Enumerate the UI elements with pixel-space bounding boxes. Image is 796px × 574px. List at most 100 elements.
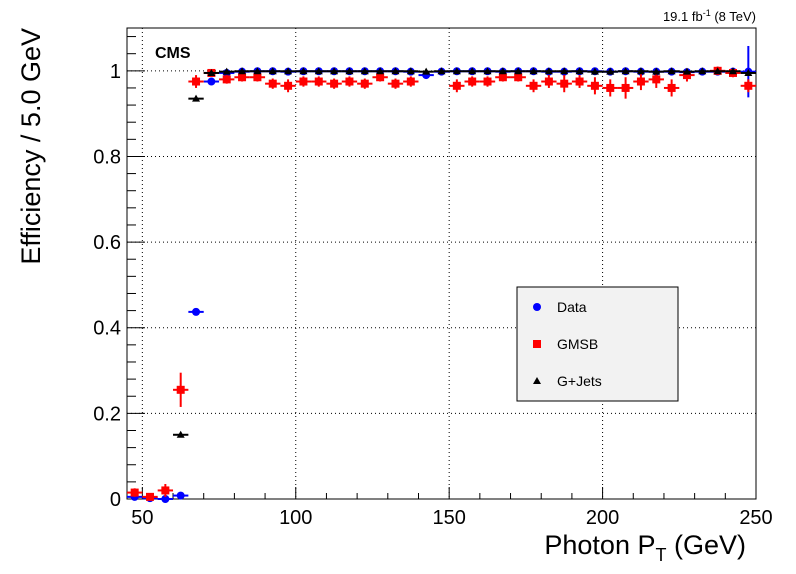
- data-point: [360, 79, 369, 88]
- data-marks: [127, 45, 756, 503]
- data-point: [284, 81, 293, 90]
- data-point: [360, 67, 369, 75]
- legend-box: [516, 286, 679, 402]
- data-point: [667, 67, 676, 75]
- data-point: [544, 67, 553, 75]
- data-point: [667, 83, 676, 92]
- legend-entry: GMSB: [533, 336, 598, 352]
- data-point: [636, 77, 645, 86]
- data-point: [529, 67, 538, 75]
- luminosity-value: 19.1 fb: [663, 9, 703, 24]
- data-point: [744, 68, 753, 76]
- data-point: [253, 67, 262, 75]
- data-point: [376, 67, 385, 75]
- data-point: [452, 81, 461, 90]
- legend-marker: [533, 377, 541, 384]
- series-data: [127, 45, 756, 503]
- data-point: [207, 77, 216, 86]
- x-axis-title-main: Photon P: [544, 530, 655, 560]
- data-point: [682, 67, 691, 75]
- data-point: [652, 67, 661, 75]
- data-point: [437, 67, 446, 75]
- data-point: [268, 67, 277, 75]
- x-axis-title: Photon PT (GeV): [544, 530, 746, 565]
- data-point: [207, 68, 216, 76]
- data-point: [606, 83, 615, 92]
- data-point: [744, 81, 753, 90]
- data-point: [621, 83, 630, 92]
- data-point: [406, 67, 415, 75]
- data-point: [161, 486, 170, 495]
- grid-lines: [127, 28, 756, 499]
- data-point: [330, 67, 339, 75]
- data-point: [498, 67, 507, 75]
- data-point: [222, 75, 231, 84]
- data-point: [575, 67, 584, 75]
- data-point: [299, 67, 308, 75]
- data-point: [529, 81, 538, 90]
- data-point: [299, 77, 308, 86]
- y-tick-label: 1: [110, 61, 121, 83]
- data-point: [330, 79, 339, 88]
- data-point: [544, 77, 553, 86]
- data-point: [483, 77, 492, 86]
- data-point: [514, 67, 523, 75]
- data-point: [253, 73, 262, 82]
- axis-ticks: [127, 36, 757, 500]
- x-tick-label: 50: [131, 507, 153, 529]
- experiment-label: CMS: [155, 45, 191, 62]
- data-point: [238, 67, 247, 75]
- data-point: [575, 77, 584, 86]
- x-tick-label: 150: [432, 507, 465, 529]
- legend-marker: [533, 303, 541, 311]
- y-tick-label: 0.8: [93, 146, 121, 168]
- data-point: [452, 67, 461, 75]
- data-point: [238, 73, 247, 82]
- data-point: [468, 77, 477, 86]
- data-point: [560, 79, 569, 88]
- data-point: [636, 67, 645, 75]
- data-point: [560, 67, 569, 75]
- legend-label: Data: [557, 299, 587, 315]
- y-tick-label: 0: [110, 489, 121, 511]
- data-point: [284, 67, 293, 75]
- tick-labels: 50 100 150 200 250 0 0.2 0.4 0.6 0.8 1: [93, 61, 773, 529]
- data-point: [391, 67, 400, 75]
- legend-marker: [533, 340, 541, 348]
- legend-entry: Data: [533, 299, 587, 315]
- data-point: [146, 492, 155, 501]
- series-g-jets: [173, 67, 756, 438]
- luminosity-exponent: -1: [703, 8, 711, 18]
- y-tick-label: 0.2: [93, 403, 121, 425]
- data-point: [406, 77, 415, 86]
- data-point: [130, 488, 139, 497]
- y-tick-label: 0.4: [93, 318, 121, 340]
- data-point: [713, 67, 722, 75]
- data-point: [176, 491, 185, 500]
- data-point: [222, 67, 231, 75]
- data-point: [176, 385, 185, 394]
- legend: Data GMSB G+Jets: [516, 286, 679, 402]
- data-point: [590, 67, 599, 75]
- data-point: [483, 67, 492, 75]
- data-point: [422, 67, 431, 75]
- data-point: [268, 79, 277, 88]
- x-axis-title-unit: (GeV): [666, 530, 746, 560]
- y-axis-title: Efficiency / 5.0 GeV: [16, 28, 46, 265]
- data-point: [376, 73, 385, 82]
- energy-label: (8 TeV): [711, 9, 756, 24]
- data-point: [728, 67, 737, 75]
- data-point: [514, 73, 523, 82]
- data-point: [498, 73, 507, 82]
- x-tick-label: 200: [586, 507, 619, 529]
- data-point: [161, 495, 170, 503]
- data-point: [652, 75, 661, 84]
- data-point: [606, 67, 615, 75]
- legend-label: GMSB: [557, 336, 598, 352]
- series-gmsb: [127, 66, 756, 501]
- data-point: [176, 430, 185, 438]
- data-point: [314, 77, 323, 86]
- data-point: [192, 77, 201, 86]
- data-point: [590, 81, 599, 90]
